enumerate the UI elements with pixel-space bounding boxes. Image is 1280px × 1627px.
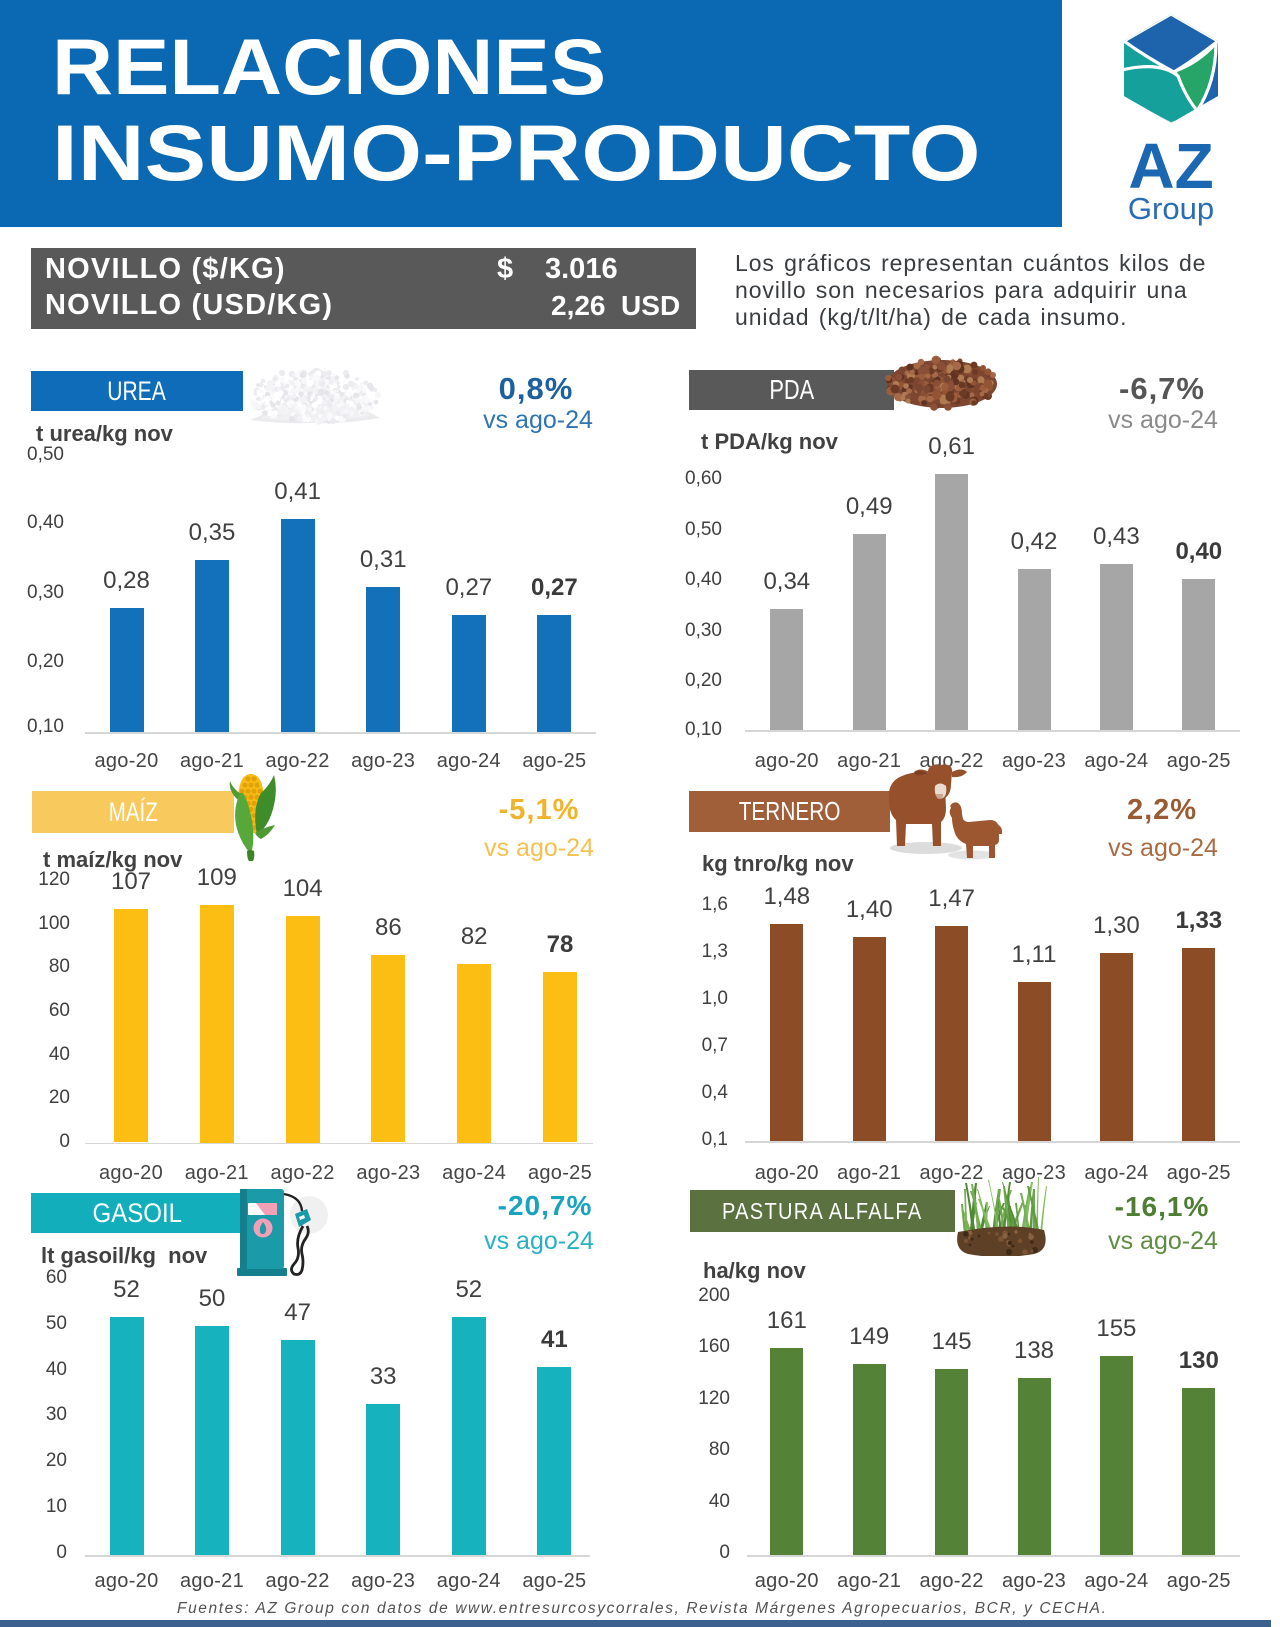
svg-text:AZ: AZ bbox=[1128, 130, 1213, 202]
svg-text:Group: Group bbox=[1128, 191, 1214, 226]
